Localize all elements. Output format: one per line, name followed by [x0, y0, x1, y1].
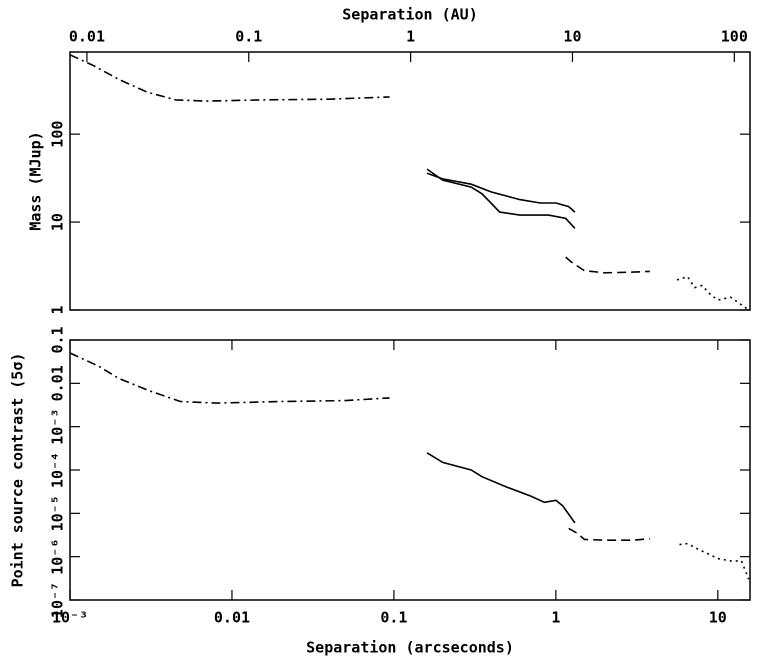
y-axis-label: Point source contrast (5σ): [9, 353, 27, 588]
top-panel-frame: [69, 51, 751, 311]
data-line: [426, 168, 576, 229]
y-tick-label: 10⁻⁷: [49, 582, 67, 618]
y-tick-label: 10⁻⁵: [49, 495, 67, 531]
y-tick-label: 1: [49, 305, 67, 314]
data-line: [426, 172, 576, 213]
x-tick-label: 0.01: [214, 609, 250, 627]
x2-tick-label: 0.01: [69, 28, 105, 46]
data-line: [679, 542, 750, 580]
y-axis-label: Mass (MJup): [27, 131, 45, 230]
data-line: [676, 275, 750, 311]
top-axis-label: Separation (AU): [342, 6, 477, 24]
data-line: [69, 352, 390, 404]
x2-tick-label: 10: [563, 28, 581, 46]
y-tick-label: 10: [49, 213, 67, 231]
x2-tick-label: 100: [721, 28, 748, 46]
y-tick-label: 10⁻⁶: [49, 539, 67, 575]
x-tick-label: 0.1: [380, 609, 407, 627]
x-tick-label: 10⁻³: [52, 609, 88, 627]
x2-tick-label: 1: [406, 28, 415, 46]
data-line: [568, 527, 650, 541]
bottom-panel-frame: [69, 339, 751, 601]
y-tick-label: 0.01: [49, 365, 67, 401]
x-axis-label: Separation (arcseconds): [306, 639, 514, 657]
x2-tick-label: 0.1: [235, 28, 262, 46]
x-tick-label: 1: [551, 609, 560, 627]
data-line: [69, 54, 390, 102]
y-tick-label: 10⁻⁴: [49, 452, 67, 488]
data-line: [426, 452, 576, 524]
y-tick-label: 0.1: [49, 326, 67, 353]
y-tick-label: 10⁻³: [49, 409, 67, 445]
y-tick-label: 100: [49, 121, 67, 148]
data-line: [565, 256, 650, 274]
x-tick-label: 10: [709, 609, 727, 627]
